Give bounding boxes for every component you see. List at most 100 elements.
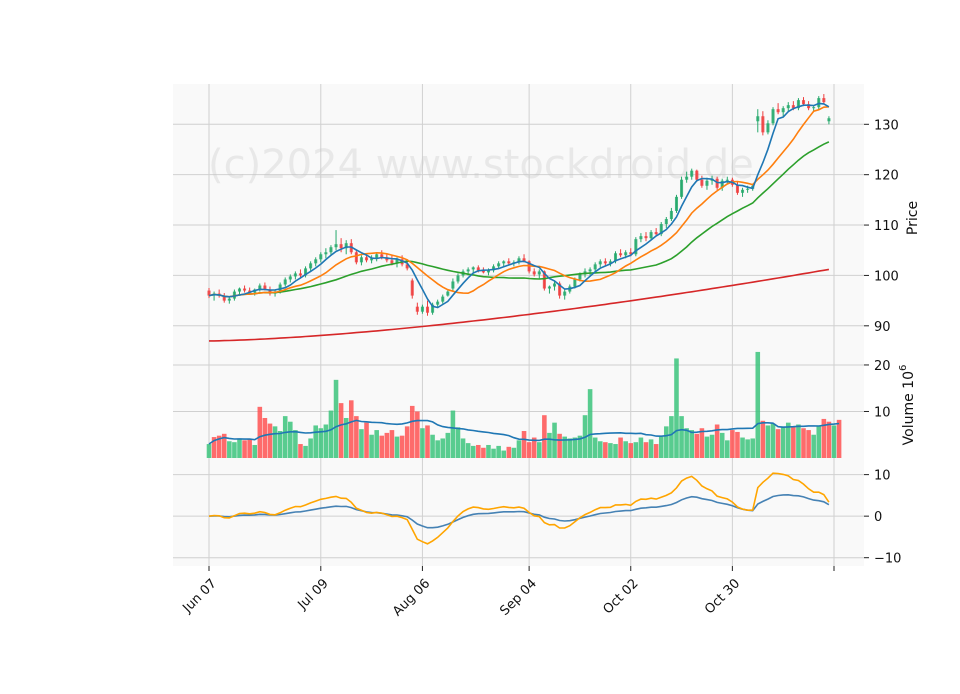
y-tick-label: 10 xyxy=(874,405,891,420)
volume-bar xyxy=(252,444,258,458)
candle-body xyxy=(486,270,490,273)
volume-bar xyxy=(653,444,659,458)
volume-bar xyxy=(806,430,811,458)
volume-bar xyxy=(379,435,385,458)
candle-body xyxy=(598,261,602,265)
volume-bar xyxy=(242,440,247,458)
candle-body xyxy=(695,170,699,180)
volume-bar xyxy=(623,441,628,458)
oscillator-lines xyxy=(208,472,830,545)
panel-background xyxy=(173,84,864,351)
volume-bar xyxy=(206,444,212,458)
candle-body xyxy=(334,244,338,248)
candlestick-series xyxy=(207,94,831,316)
candle-body xyxy=(639,236,643,240)
volume-axis-label: Volume 106 xyxy=(898,365,917,446)
volume-bar xyxy=(714,424,720,458)
volume-bar xyxy=(725,440,730,458)
volume-bar xyxy=(531,437,537,458)
volume-bar xyxy=(628,443,634,458)
volume-bar xyxy=(465,443,471,458)
candle-body xyxy=(324,252,328,255)
candle-body xyxy=(522,258,526,262)
volume-bar xyxy=(282,416,288,458)
candle-body xyxy=(669,210,673,220)
candle-body xyxy=(746,188,750,190)
candle-body xyxy=(593,264,597,270)
candle-body xyxy=(817,98,821,108)
volume-bar xyxy=(425,425,430,458)
candle-body xyxy=(629,252,633,255)
volume-bar xyxy=(338,403,344,458)
volume-bar xyxy=(760,420,766,458)
candle-body xyxy=(243,288,247,291)
volume-bar xyxy=(323,424,329,458)
candle-body xyxy=(298,273,302,276)
candle-body xyxy=(756,116,760,122)
candle-body xyxy=(304,268,308,276)
volume-bar xyxy=(562,436,567,458)
candle-body xyxy=(329,247,333,253)
volume-bar xyxy=(608,443,613,458)
candle-body xyxy=(720,180,724,188)
candle-body xyxy=(812,107,816,109)
volume-bar xyxy=(547,432,552,458)
volume-bar xyxy=(674,358,679,458)
y-tick-label: 90 xyxy=(874,320,891,335)
volume-bar xyxy=(536,442,542,458)
candle-body xyxy=(537,271,541,275)
candle-body xyxy=(492,266,496,271)
volume-bar xyxy=(313,425,318,458)
candle-body xyxy=(502,261,506,264)
y-tick-label: 20 xyxy=(874,359,891,374)
grid-lines xyxy=(173,84,864,566)
candle-body xyxy=(232,291,236,299)
volume-bar xyxy=(496,445,501,458)
volume-bar xyxy=(237,438,242,458)
candle-body xyxy=(725,179,729,181)
candle-body xyxy=(354,252,358,263)
volume-bar xyxy=(694,433,700,458)
volume-bar xyxy=(232,442,237,458)
volume-bars xyxy=(206,351,842,458)
candle-body xyxy=(735,184,739,193)
panel-backgrounds xyxy=(173,84,864,566)
volume-bar xyxy=(542,415,547,458)
volume-average-line xyxy=(208,419,840,445)
candle-body xyxy=(685,176,689,180)
volume-bar xyxy=(369,434,374,458)
volume-bar xyxy=(364,422,369,458)
volume-bar xyxy=(577,435,583,458)
volume-bar xyxy=(293,430,298,458)
candle-body xyxy=(456,275,460,282)
candle-body xyxy=(339,244,343,249)
candle-body xyxy=(375,254,379,259)
volume-bar xyxy=(791,426,796,458)
candle-body xyxy=(705,180,709,186)
candle-body xyxy=(222,295,226,301)
volume-bar xyxy=(435,440,440,458)
volume-bar xyxy=(460,438,466,458)
volume-bar xyxy=(699,428,705,458)
volume-bar xyxy=(567,438,573,458)
volume-bar xyxy=(262,417,268,458)
candle-body xyxy=(380,254,384,258)
x-tick-label: Jul 09 xyxy=(295,576,332,613)
candle-body xyxy=(476,267,480,271)
candle-body xyxy=(634,239,638,255)
volume-bar xyxy=(613,444,618,458)
candle-body xyxy=(390,260,394,264)
candle-body xyxy=(766,123,770,133)
candle-body xyxy=(613,253,618,262)
volume-bar xyxy=(572,437,578,458)
volume-bar xyxy=(399,435,405,458)
volume-bar xyxy=(415,411,420,458)
candle-body xyxy=(700,179,704,186)
volume-bar xyxy=(216,435,222,458)
volume-bar xyxy=(272,426,278,458)
volume-bar xyxy=(755,351,761,458)
candle-body xyxy=(420,306,424,312)
volume-bar xyxy=(684,428,689,458)
ma-long-line xyxy=(209,268,830,342)
candle-body xyxy=(410,280,414,296)
